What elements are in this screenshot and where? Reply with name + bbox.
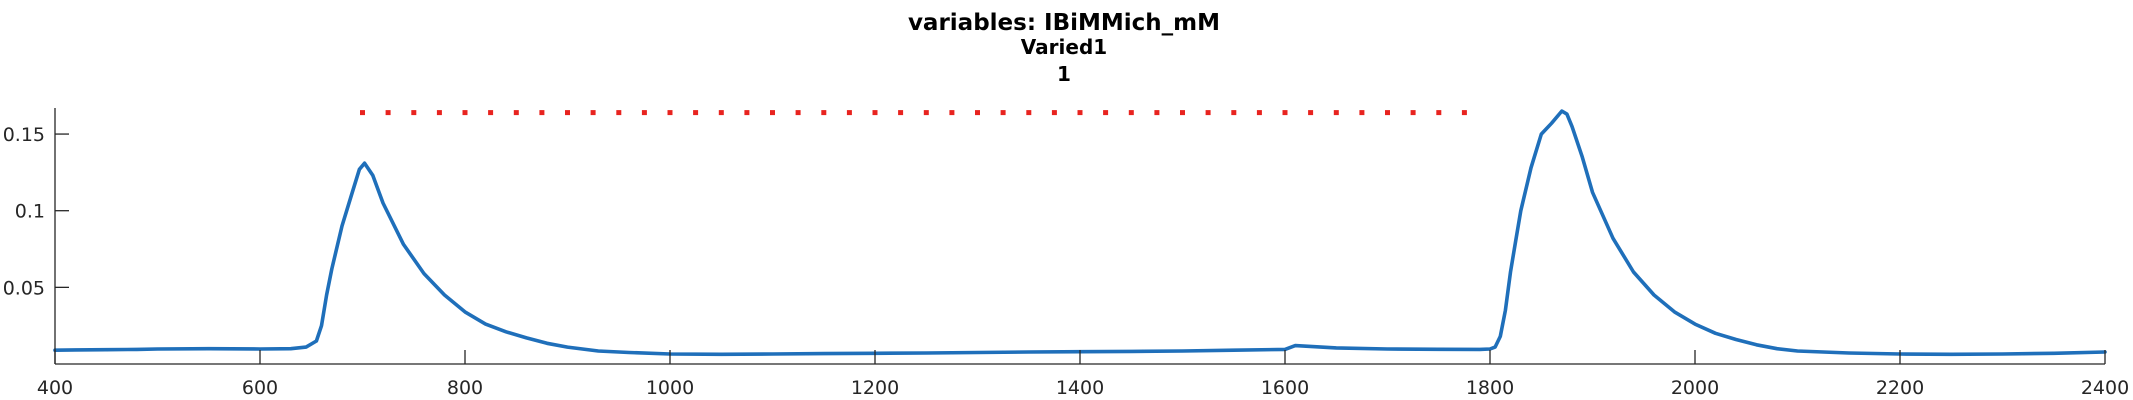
x-tick-label: 1400	[1056, 377, 1104, 399]
dotted-marker	[539, 110, 545, 116]
dotted-marker	[513, 110, 519, 116]
dotted-marker	[1051, 110, 1057, 116]
dotted-marker	[462, 110, 468, 116]
dotted-marker	[898, 110, 904, 116]
dotted-marker	[1026, 110, 1032, 116]
dotted-marker	[718, 110, 724, 116]
dotted-marker	[411, 110, 417, 116]
dotted-marker	[1410, 110, 1416, 116]
dotted-marker	[590, 110, 596, 116]
y-ticks: 0.05 0.1 0.15	[3, 124, 69, 299]
dotted-marker	[667, 110, 673, 116]
y-tick-label: 0.05	[3, 277, 45, 299]
dotted-marker	[770, 110, 775, 116]
x-ticks: 400 600 800 1000 1200 1400 1600 1800 2000 2200 240…	[37, 350, 2129, 399]
x-tick-label: 2000	[1671, 377, 1719, 399]
dotted-marker	[436, 110, 442, 116]
dotted-marker	[1256, 110, 1262, 116]
dotted-marker	[641, 110, 647, 116]
dotted-marker	[565, 110, 570, 116]
dotted-marker	[1180, 110, 1185, 116]
dotted-marker	[872, 110, 878, 116]
x-tick-label: 400	[37, 377, 73, 399]
x-tick-label: 1200	[851, 377, 899, 399]
dotted-marker	[1154, 110, 1160, 116]
dotted-marker	[846, 110, 852, 116]
dotted-marker	[1308, 110, 1314, 116]
dotted-marker	[1359, 110, 1365, 116]
dotted-marker	[1128, 110, 1134, 116]
dotted-marker	[488, 110, 494, 116]
dotted-marker	[795, 110, 801, 116]
x-tick-label: 1600	[1261, 377, 1309, 399]
chart-title: variables: IBiMMich_mM Varied1 1	[908, 10, 1220, 86]
dotted-marker	[1282, 110, 1288, 116]
x-tick-label: 1000	[646, 377, 694, 399]
dotted-marker	[1461, 110, 1467, 116]
dotted-marker	[1333, 110, 1339, 116]
dotted-marker	[949, 110, 955, 116]
series-line	[53, 109, 2107, 357]
x-tick-label: 1800	[1466, 377, 1514, 399]
title-line-3: 1	[1057, 62, 1071, 86]
dotted-marker	[1205, 110, 1211, 116]
series-layer	[53, 109, 2107, 357]
dotted-marker	[1436, 110, 1442, 116]
dotted-marker	[1385, 110, 1390, 116]
x-tick-label: 2200	[1876, 377, 1924, 399]
dotted-marker	[385, 110, 391, 116]
y-tick-label: 0.15	[3, 124, 45, 146]
dotted-marker	[975, 110, 980, 116]
y-tick-label: 0.1	[15, 201, 45, 223]
dotted-marker	[923, 110, 929, 116]
title-line-2: Varied1	[1021, 35, 1107, 59]
dotted-marker	[360, 110, 365, 116]
dotted-marker	[1000, 110, 1006, 116]
dotted-marker	[1231, 110, 1237, 116]
dotted-marker	[1103, 110, 1109, 116]
x-tick-label: 800	[447, 377, 483, 399]
x-tick-label: 2400	[2081, 377, 2129, 399]
x-tick-label: 600	[242, 377, 278, 399]
dotted-marker	[1077, 110, 1083, 116]
dotted-marker	[821, 110, 827, 116]
title-line-1: variables: IBiMMich_mM	[908, 10, 1220, 36]
dotted-marker	[616, 110, 622, 116]
dotted-marker	[693, 110, 699, 116]
dotted-marker	[744, 110, 750, 116]
axes	[54, 108, 2105, 365]
